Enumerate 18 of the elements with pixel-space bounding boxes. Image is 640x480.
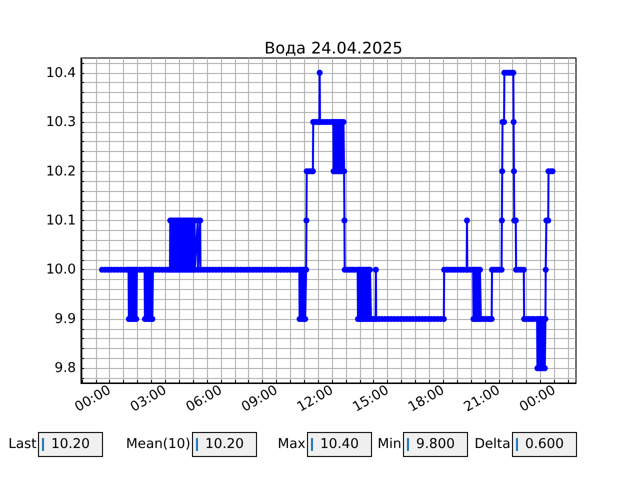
text: Delta xyxy=(474,436,510,452)
text: Max xyxy=(278,436,306,452)
text-field: 0.600 xyxy=(512,432,577,457)
y-tick-label: 10.0 xyxy=(46,262,76,278)
text-field: 10.20 xyxy=(192,432,257,457)
y-tick-label: 10.2 xyxy=(46,163,76,180)
text-field: 9.800 xyxy=(403,432,468,457)
text-field: 10.20 xyxy=(38,432,103,457)
y-tick-label: 10.1 xyxy=(46,212,76,228)
text: Mean(10) xyxy=(126,436,190,452)
y-tick-label: 9.9 xyxy=(54,310,76,327)
text: Last xyxy=(8,436,36,452)
text-field: 10.40 xyxy=(307,432,372,457)
chart-title: Вода 24.04.2025 xyxy=(264,38,403,58)
y-tick-label: 9.8 xyxy=(54,360,76,376)
y-tick-label: 10.3 xyxy=(46,114,76,130)
text: Min xyxy=(378,436,402,452)
y-tick-label: 10.4 xyxy=(46,64,76,81)
